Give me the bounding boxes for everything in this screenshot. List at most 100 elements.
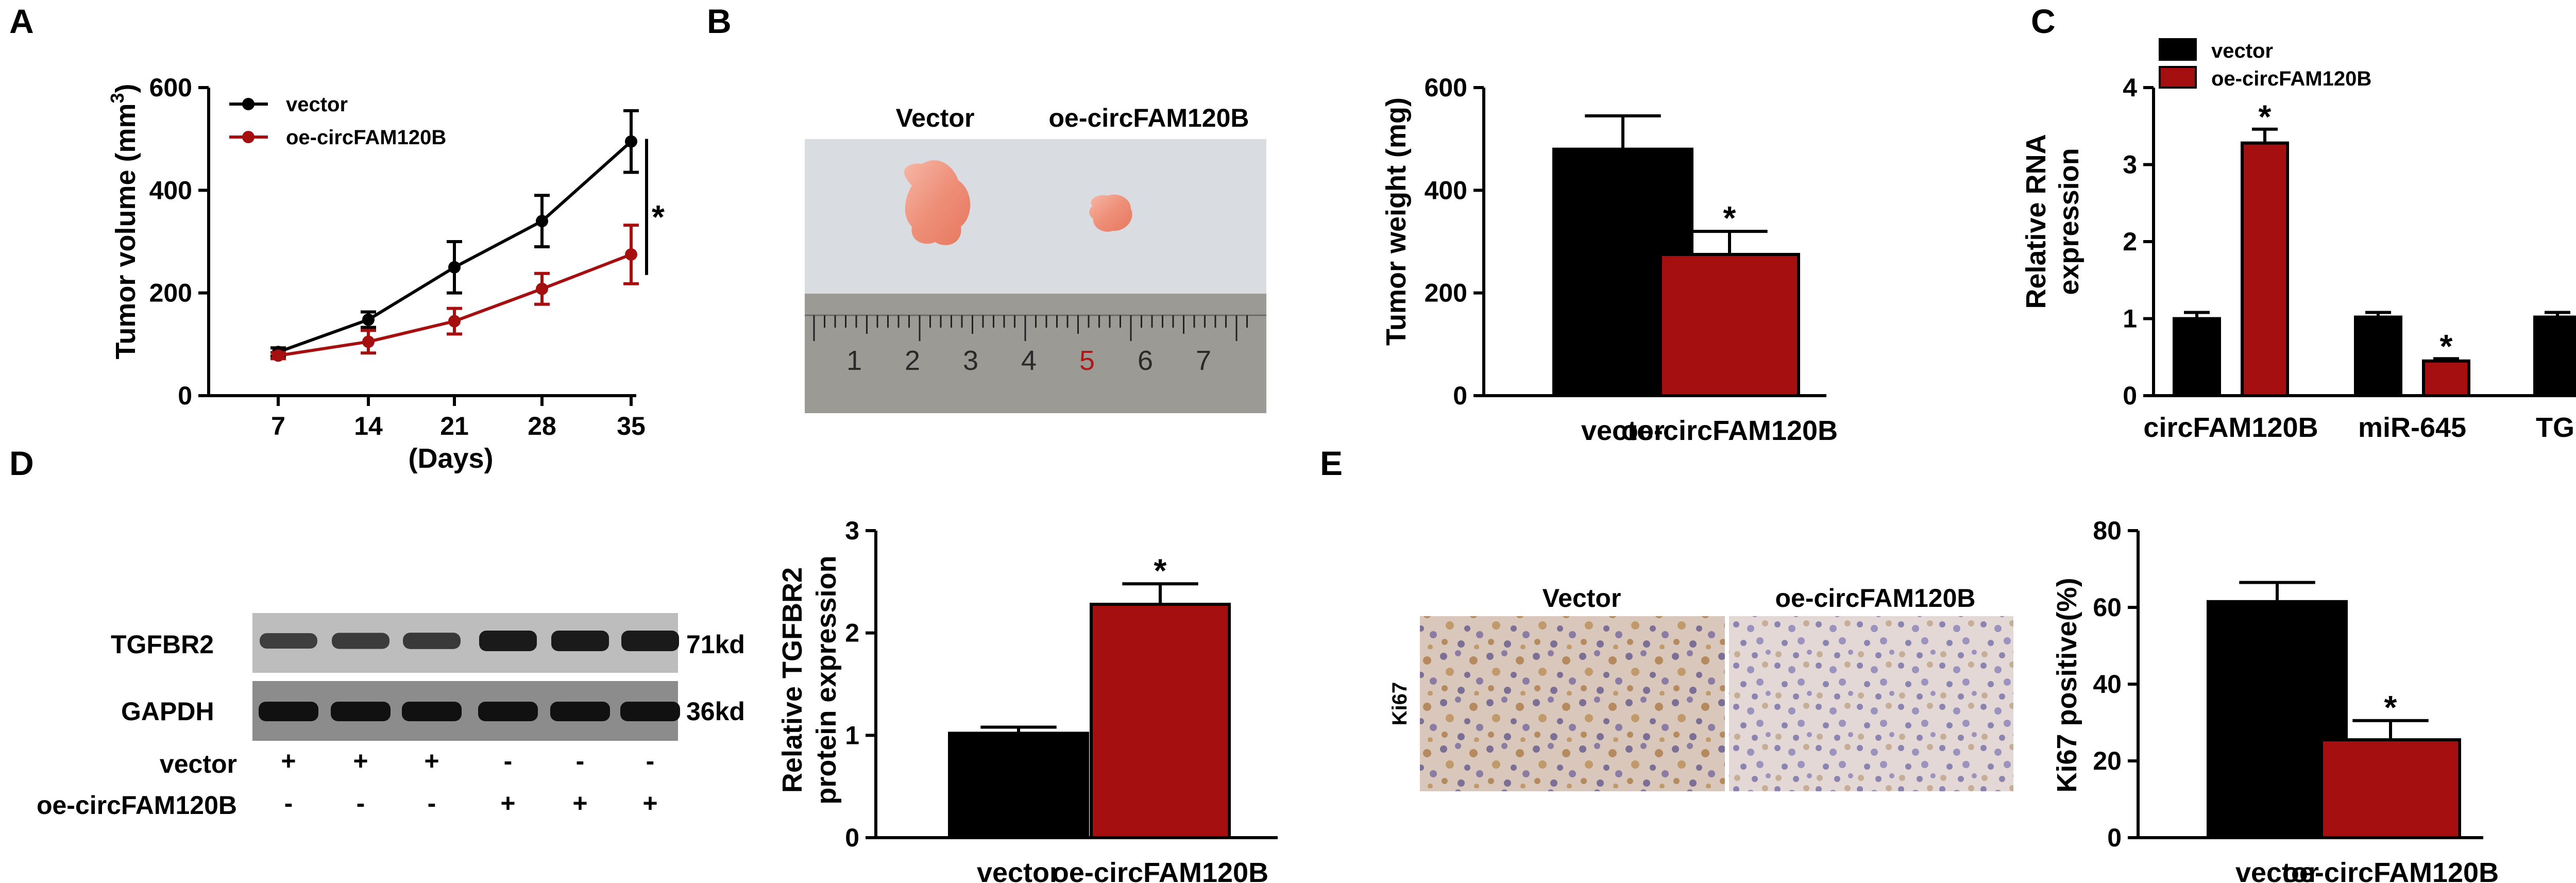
chart-c-y-tick-label: 3 (2123, 150, 2137, 179)
chart-e-y-tick-label: 20 (2093, 746, 2122, 775)
chart-c-legend-swatch-1 (2159, 66, 2197, 89)
chart-e-y-tick-label: 80 (2093, 516, 2122, 545)
blot-band-gapdh (550, 702, 610, 721)
ruler (805, 294, 1266, 413)
chart-c-significance: * (2259, 98, 2272, 135)
blot-label-gapdh: GAPDH (121, 697, 214, 726)
chart-d-x-tick-label-0: vector (977, 857, 1060, 883)
blot-mark: - (576, 746, 585, 775)
blot-band-tgfbr2 (479, 631, 537, 651)
chart-b-y-tick-label: 400 (1425, 176, 1467, 205)
chart-a-point-1 (448, 315, 461, 328)
chart-c-bar-0 (2173, 317, 2221, 397)
chart-e-y-axis-label: Ki67 positive(%) (2052, 578, 2082, 792)
ihc-label-oe-circfam120b: oe-circFAM120B (1775, 584, 1975, 613)
chart-e-y-tick-label: 60 (2093, 593, 2122, 622)
blot-mark: + (642, 789, 657, 818)
chart-a-y-axis-label: Tumor volume (mm3) (107, 83, 141, 359)
ihc-label-vector: Vector (1543, 584, 1621, 613)
ruler-number: 2 (905, 345, 920, 376)
chart-a-point-0 (448, 261, 461, 274)
chart-c-significance: * (2440, 328, 2453, 365)
blot-band-tgfbr2 (403, 633, 461, 649)
chart-e-y-tick-label: 0 (2107, 823, 2122, 852)
relative-protein-chart: 0 1 2 3 vector * oe-circFAM120B (845, 516, 1278, 883)
ihc-row-label-ki67: Ki67 (1388, 682, 1411, 726)
ihc-images (1420, 616, 2013, 791)
ruler-number: 5 (1079, 345, 1095, 376)
chart-a-legend-label-1: oe-circFAM120B (286, 126, 446, 149)
chart-a-point-0 (362, 313, 375, 326)
chart-a-legend-marker-0 (242, 98, 255, 110)
blot-treatment-marks: + + + - - - - - - + + + (281, 746, 657, 818)
chart-e-bar-1 (2320, 738, 2461, 840)
chart-e-x-tick-label-0: vector (2235, 857, 2319, 883)
blot-band-tgfbr2 (551, 631, 609, 651)
blot-row-label-oe-circfam120b: oe-circFAM120B (37, 791, 237, 820)
chart-c-x-tick-label: circFAM120B (2143, 412, 2318, 443)
blot-band-gapdh (402, 702, 462, 721)
blot-label-tgfbr2: TGFBR2 (111, 630, 214, 659)
chart-d-significance-1: * (1154, 552, 1167, 589)
panel-letter-a: A (9, 2, 34, 40)
chart-d-bar-1 (1090, 603, 1231, 840)
chart-c-legend-swatch-0 (2159, 38, 2197, 61)
chart-e-x-tick-label-1: oe-circFAM120B (2282, 857, 2499, 883)
chart-c-y-axis-label: Relative RNAexpression (2021, 134, 2084, 309)
blot-band-tgfbr2 (260, 633, 317, 649)
chart-d-y-tick-label: 3 (845, 516, 859, 545)
panel-letter-c: C (2031, 2, 2056, 40)
blot-bands (259, 631, 680, 721)
blot-mark: + (281, 746, 296, 775)
blot-band-tgfbr2 (621, 631, 679, 651)
tumor-vector (904, 160, 971, 245)
blot-mark: + (424, 746, 439, 775)
blot-mark: + (500, 789, 515, 818)
chart-a-x-tick-label: 28 (528, 412, 556, 440)
blot-band-gapdh (331, 702, 391, 721)
tumor-volume-chart: 0 200 400 600 7 14 21 28 35 (Days) vector oe-circFA… (149, 73, 665, 474)
blot-size-71kd: 71kd (686, 630, 745, 659)
chart-a-x-tick-label: 35 (617, 412, 646, 440)
blot-mark: - (504, 746, 513, 775)
panel-letter-b: B (707, 2, 732, 40)
chart-c-y-tick-label: 0 (2123, 381, 2137, 410)
chart-a-legend-marker-1 (242, 131, 255, 143)
chart-c-bar-0 (2533, 315, 2576, 398)
chart-b-x-tick-label-0: vector (1581, 415, 1665, 446)
blot-size-36kd: 36kd (686, 697, 745, 726)
chart-b-x-tick-label-1: oe-circFAM120B (1621, 415, 1838, 446)
chart-a-y-tick-label: 600 (149, 73, 192, 102)
chart-a-legend-label-0: vector (286, 93, 348, 116)
chart-d-y-axis-label: Relative TGFBR2 protein expression (777, 555, 842, 804)
blot-mark: - (357, 789, 365, 818)
chart-b-y-tick-label: 600 (1425, 73, 1467, 102)
photo-background (805, 139, 1266, 294)
chart-b-y-axis-label: Tumor weight (mg) (1381, 97, 1412, 346)
chart-c-y-tick-label: 2 (2123, 227, 2137, 256)
chart-c-bar-1 (2241, 141, 2289, 397)
chart-d-bar-0 (948, 732, 1089, 839)
panel-letter-e: E (1320, 444, 1343, 482)
chart-d-y-tick-label: 2 (845, 619, 859, 648)
chart-c-bar-1 (2422, 359, 2470, 397)
blot-band-gapdh (259, 702, 318, 721)
chart-c-x-tick-label: miR-645 (2358, 412, 2466, 443)
chart-a-point-1 (272, 349, 284, 362)
chart-a-significance: * (652, 198, 665, 235)
ruler-ticks: 1 2 3 4 5 6 7 (813, 315, 1248, 376)
chart-a-y-tick-label: 400 (149, 176, 192, 205)
relative-rna-chart: 01234*circFAM120B*miR-645*TGFBR2vectoroe… (2123, 38, 2576, 443)
ihc-image-oe-circfam120b (1729, 616, 2013, 791)
chart-d-y-tick-label: 0 (845, 823, 859, 852)
ruler-number: 7 (1196, 345, 1211, 376)
chart-a-y-tick-label: 200 (149, 279, 192, 308)
western-blot (252, 613, 680, 741)
blot-row-label-vector: vector (160, 750, 237, 778)
chart-a-x-tick-label: 7 (271, 412, 285, 440)
blot-band-gapdh (478, 702, 538, 721)
tumor-oe-circfam120b (1089, 194, 1132, 232)
chart-b-y-tick-label: 0 (1453, 381, 1467, 410)
chart-b-y-tick-label: 200 (1425, 279, 1467, 308)
